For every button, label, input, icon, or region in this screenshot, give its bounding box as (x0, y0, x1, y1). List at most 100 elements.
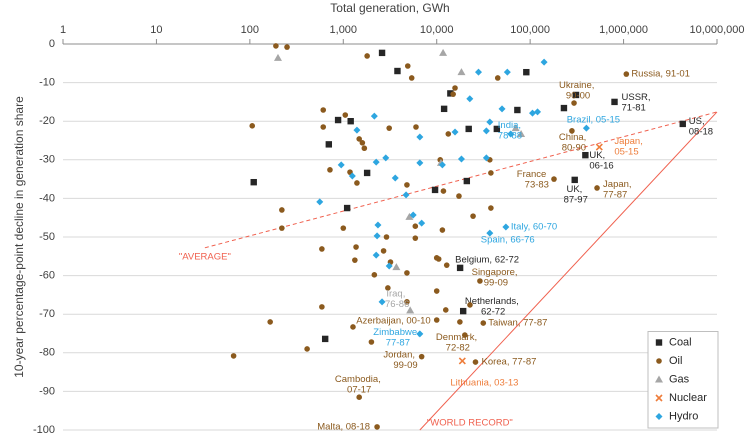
point (334, 116, 342, 124)
point (474, 68, 482, 76)
label-line: 80-90 (562, 142, 586, 153)
y-tick-label: -50 (39, 231, 55, 243)
point (372, 158, 380, 166)
label-line: UK, (589, 150, 607, 161)
point (356, 394, 362, 400)
point (284, 44, 290, 50)
y-tick-label: -20 (39, 115, 55, 127)
legend-label: Hydro (669, 410, 698, 422)
y-tick-label: 0 (49, 38, 55, 50)
point (459, 307, 467, 315)
point (391, 174, 399, 182)
y-tick-label: -80 (39, 347, 55, 359)
y-tick-label: -70 (39, 308, 55, 320)
point (439, 227, 446, 233)
point (342, 112, 349, 118)
point (409, 211, 417, 219)
label-line: Singapore, (472, 267, 521, 278)
label-line: 87-97 (564, 194, 588, 205)
point (416, 159, 424, 167)
point-label: US, 08-18 (689, 115, 713, 137)
point (529, 109, 537, 117)
point (679, 120, 686, 128)
point (442, 307, 449, 313)
point (623, 71, 630, 77)
y-tick-label: -40 (39, 192, 55, 204)
x-tick-label: 10,000,000 (689, 24, 744, 36)
label-line: 72-82 (446, 342, 470, 353)
point (273, 43, 279, 49)
point-label: Ukraine, 90-00 (559, 80, 597, 102)
point (353, 126, 361, 134)
point (523, 68, 530, 76)
point (514, 106, 521, 114)
point (457, 319, 463, 325)
point-label: China, 80-90 (559, 131, 589, 153)
y-tick-label: -30 (39, 154, 55, 166)
point (440, 105, 448, 113)
point (416, 133, 424, 141)
x-tick-label: 1,000,000 (599, 24, 648, 36)
point (343, 204, 351, 212)
point (405, 212, 414, 220)
point (447, 90, 454, 97)
reference-line-label: "AVERAGE" (179, 251, 231, 262)
y-tick-label: -90 (39, 385, 55, 397)
point (494, 75, 501, 81)
point-label: Japan, 05-15 (614, 136, 645, 158)
point (370, 112, 378, 120)
point-label: Brazil, 05-15 (567, 115, 620, 126)
point (482, 154, 490, 162)
point (452, 85, 458, 91)
point (472, 359, 479, 365)
point-label: UK, 87-97 (564, 183, 588, 205)
point (279, 225, 285, 231)
point (433, 317, 440, 323)
point-label: Iraq, 76-86 (385, 288, 409, 310)
point (394, 67, 401, 75)
point (385, 262, 393, 270)
point (412, 223, 419, 229)
point (373, 232, 381, 240)
label-line: 05-15 (614, 146, 638, 157)
label-line: 77-87 (386, 337, 410, 348)
point-label: Denmark, 72-82 (436, 332, 480, 354)
label-line: Cambodia, (335, 374, 384, 385)
legend-label: Coal (669, 336, 692, 348)
point (431, 186, 439, 194)
point (356, 136, 362, 142)
point (540, 58, 548, 66)
point (594, 185, 600, 191)
point (582, 124, 590, 132)
point (551, 176, 557, 182)
point (364, 53, 370, 59)
point (404, 63, 411, 69)
point (363, 169, 371, 177)
label-line: 08-18 (689, 126, 713, 137)
point (498, 105, 506, 113)
x-tick-label: 10,000 (420, 24, 454, 36)
point (451, 128, 459, 136)
point (327, 167, 333, 173)
point (482, 127, 490, 135)
point (569, 128, 575, 134)
point (470, 213, 476, 219)
point (502, 223, 510, 231)
point (463, 177, 471, 185)
label-line: Ukraine, (559, 80, 597, 91)
point (385, 285, 391, 291)
point (438, 161, 446, 169)
point (443, 262, 450, 268)
point-label: Zimbabwe, 77-87 (373, 326, 422, 348)
point (374, 221, 382, 229)
reference-line (419, 111, 718, 431)
label-line: 99-09 (484, 277, 508, 288)
point (402, 191, 410, 199)
point (572, 91, 580, 99)
point (480, 320, 487, 326)
reference-line (204, 111, 718, 249)
point (386, 125, 392, 131)
label-line: 99-09 (393, 360, 417, 371)
point (273, 53, 282, 61)
point (560, 104, 568, 112)
